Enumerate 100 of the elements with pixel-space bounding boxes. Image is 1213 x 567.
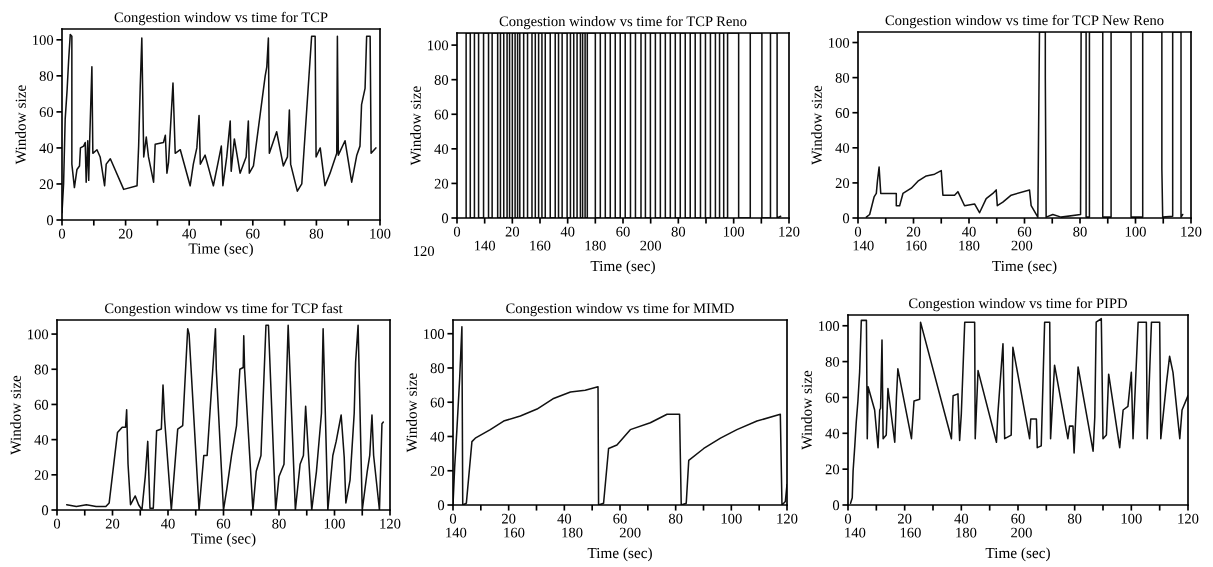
y-tick-label: 80 bbox=[430, 363, 445, 374]
x-tick-label: 120 bbox=[777, 513, 798, 524]
y-tick-label: 80 bbox=[825, 356, 840, 367]
x2-tick-label: 200 bbox=[1011, 527, 1032, 538]
y-tick-label: 60 bbox=[39, 107, 54, 118]
x-tick-label: 40 bbox=[160, 518, 175, 529]
y-tick-label: 100 bbox=[428, 40, 449, 51]
y-tick-label: 40 bbox=[34, 434, 49, 445]
y-tick-label: 80 bbox=[434, 75, 449, 85]
y-tick-label: 100 bbox=[829, 37, 850, 48]
chart-title: Congestion window vs time for PIPD bbox=[909, 297, 1127, 312]
x2-tick-label: 180 bbox=[956, 527, 977, 538]
x-tick-label: 80 bbox=[309, 228, 324, 239]
y-tick-label: 0 bbox=[46, 215, 54, 226]
x-tick-label: 60 bbox=[246, 228, 260, 239]
text: 120 bbox=[414, 246, 435, 257]
y-tick-label: 20 bbox=[434, 178, 449, 189]
x2-tick-label: 160 bbox=[906, 240, 927, 251]
x-axis-title: Time (sec) bbox=[191, 532, 256, 547]
x-tick-label: 60 bbox=[613, 513, 627, 524]
x2-tick-label: 160 bbox=[900, 527, 921, 538]
x-tick-label: 80 bbox=[668, 513, 683, 524]
x-tick-label: 0 bbox=[453, 226, 461, 237]
y-tick-label: 60 bbox=[34, 399, 49, 410]
y-tick-label: 60 bbox=[430, 397, 445, 408]
y-tick-label: 40 bbox=[430, 431, 445, 442]
x2-tick-label: 200 bbox=[619, 527, 641, 538]
x2-tick-label: 180 bbox=[562, 527, 583, 538]
x-tick-label: 80 bbox=[671, 226, 686, 237]
x-tick-label: 40 bbox=[557, 513, 572, 524]
y-axis-title: Window size bbox=[801, 370, 812, 450]
y-tick-label: 20 bbox=[430, 466, 445, 476]
chart-title: Congestion window vs time for TCP Reno bbox=[499, 15, 747, 30]
y-tick-label: 40 bbox=[835, 143, 850, 154]
y-tick-label: 20 bbox=[39, 179, 54, 190]
chart-title: Congestion window vs time for TCP New Reno bbox=[885, 14, 1164, 29]
x-tick-label: 20 bbox=[502, 513, 516, 524]
y-tick-label: 40 bbox=[825, 428, 840, 439]
y-tick-label: 80 bbox=[39, 71, 54, 82]
x-tick-label: 100 bbox=[721, 513, 742, 524]
y-tick-label: 100 bbox=[819, 321, 840, 331]
x2-tick-label: 140 bbox=[475, 240, 496, 251]
x-tick-label: 80 bbox=[272, 518, 286, 529]
x-tick-label: 60 bbox=[1017, 226, 1032, 237]
y-tick-label: 40 bbox=[434, 144, 449, 155]
x-tick-label: 100 bbox=[1125, 226, 1146, 237]
x2-tick-label: 160 bbox=[504, 527, 525, 538]
x-tick-label: 100 bbox=[724, 226, 745, 237]
x-tick-label: 20 bbox=[105, 518, 120, 529]
y-tick-label: 20 bbox=[835, 178, 850, 189]
y-tick-label: 0 bbox=[832, 500, 840, 511]
x-axis-title: Time (sec) bbox=[587, 547, 652, 562]
chart-title: Congestion window vs time for TCP bbox=[114, 11, 328, 26]
x-axis-title: Time (sec) bbox=[992, 260, 1057, 275]
y-tick-label: 100 bbox=[28, 329, 49, 340]
y-tick-label: 40 bbox=[39, 143, 54, 154]
x-tick-label: 100 bbox=[324, 518, 345, 529]
x-tick-label: 120 bbox=[779, 226, 800, 237]
x-tick-label: 20 bbox=[898, 513, 912, 524]
x2-tick-label: 160 bbox=[530, 240, 551, 251]
x-tick-label: 0 bbox=[449, 513, 457, 524]
y-tick-label: 0 bbox=[437, 500, 445, 511]
x2-tick-label: 180 bbox=[585, 240, 606, 251]
x-tick-label: 80 bbox=[1067, 513, 1082, 524]
y-tick-label: 80 bbox=[34, 364, 49, 375]
y-tick-label: 60 bbox=[835, 108, 850, 118]
x2-tick-label: 200 bbox=[1011, 240, 1033, 251]
chart-title: Congestion window vs time for MIMD bbox=[506, 302, 734, 317]
x-tick-label: 40 bbox=[954, 513, 969, 524]
y-axis-title: Window size bbox=[406, 373, 417, 453]
x-tick-label: 60 bbox=[1011, 513, 1025, 524]
y-axis-title: Window size bbox=[15, 85, 26, 165]
x-tick-label: 100 bbox=[1121, 513, 1142, 524]
x-tick-label: 80 bbox=[1073, 226, 1087, 237]
y-tick-label: 20 bbox=[825, 464, 840, 475]
x-tick-label: 100 bbox=[370, 228, 391, 239]
x-tick-label: 20 bbox=[505, 226, 520, 237]
x-tick-label: 120 bbox=[1178, 513, 1199, 524]
x-tick-label: 40 bbox=[182, 228, 196, 239]
x-axis-title: Time (sec) bbox=[590, 260, 655, 275]
x-tick-label: 20 bbox=[906, 226, 921, 237]
x2-tick-label: 140 bbox=[845, 527, 866, 538]
y-axis-title: Window size bbox=[10, 375, 21, 455]
x-tick-label: 120 bbox=[380, 518, 401, 529]
x-tick-label: 0 bbox=[854, 226, 862, 237]
x-tick-label: 120 bbox=[1181, 226, 1202, 237]
x-tick-label: 60 bbox=[216, 518, 231, 529]
x-tick-label: 60 bbox=[616, 226, 630, 237]
y-tick-label: 0 bbox=[41, 505, 49, 516]
y-tick-label: 100 bbox=[33, 35, 54, 46]
y-tick-label: 0 bbox=[441, 213, 449, 224]
y-tick-label: 80 bbox=[835, 72, 850, 83]
x2-tick-label: 200 bbox=[640, 240, 662, 251]
y-tick-label: 100 bbox=[424, 329, 445, 339]
x-tick-label: 40 bbox=[560, 226, 575, 237]
x-tick-label: 20 bbox=[118, 228, 133, 239]
x2-tick-label: 180 bbox=[959, 240, 980, 251]
y-tick-label: 0 bbox=[842, 213, 850, 224]
x-tick-label: 40 bbox=[961, 226, 976, 237]
y-axis-title: Window size bbox=[811, 85, 822, 165]
